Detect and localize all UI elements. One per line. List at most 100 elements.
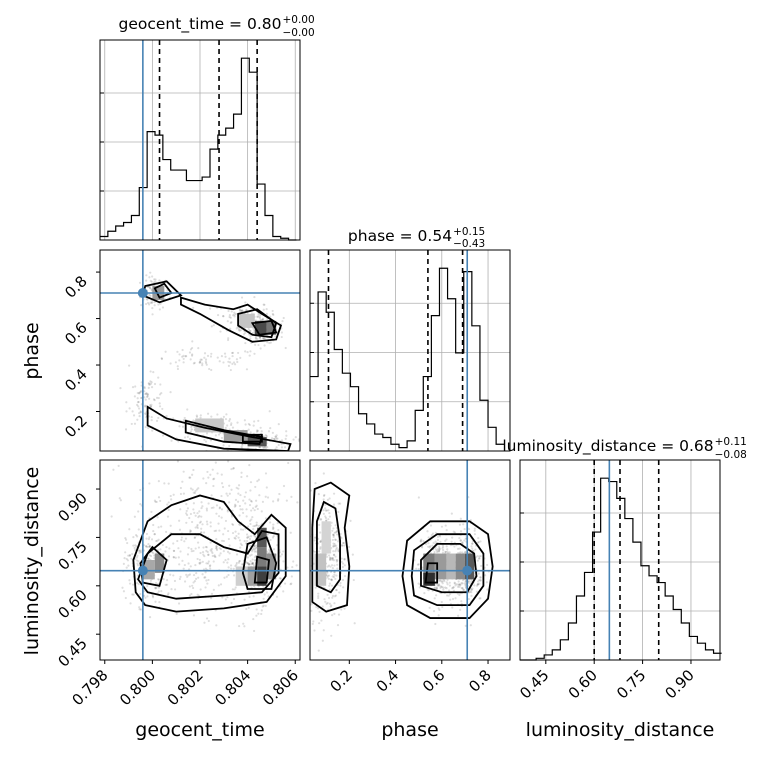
sample-point-geocent-time-luminosity-distance-65 (124, 538, 128, 541)
sample-point-geocent-time-phase-376 (199, 360, 202, 363)
sample-point-geocent-time-phase-764 (280, 446, 284, 449)
sample-point-geocent-time-phase-296 (257, 315, 260, 318)
sample-point-phase-luminosity-distance-64 (336, 559, 339, 562)
sample-point-phase-luminosity-distance-611 (478, 555, 481, 558)
sample-point-phase-luminosity-distance-57 (327, 518, 330, 521)
sample-point-geocent-time-luminosity-distance-69 (148, 545, 151, 548)
sample-point-geocent-time-luminosity-distance-650 (187, 574, 190, 577)
sample-point-phase-luminosity-distance-540 (417, 582, 420, 585)
sample-point-geocent-time-luminosity-distance-319 (255, 608, 258, 611)
sample-point-geocent-time-phase-363 (176, 365, 179, 368)
sample-point-phase-luminosity-distance-681 (470, 588, 473, 591)
sample-point-phase-luminosity-distance-294 (337, 540, 340, 543)
sample-point-geocent-time-phase-731 (262, 435, 265, 438)
sample-point-geocent-time-luminosity-distance-793 (197, 487, 200, 490)
sample-point-geocent-time-luminosity-distance-484 (167, 482, 170, 485)
sample-point-geocent-time-phase-548 (195, 414, 198, 417)
sample-point-geocent-time-phase-754 (269, 427, 272, 430)
sample-point-geocent-time-luminosity-distance-889 (153, 499, 157, 502)
sample-point-geocent-time-phase-551 (228, 419, 231, 422)
sample-point-geocent-time-luminosity-distance-245 (279, 585, 282, 588)
sample-point-phase-luminosity-distance-343 (432, 541, 435, 544)
sample-point-geocent-time-phase-423 (210, 368, 213, 372)
sample-point-phase-luminosity-distance-303 (317, 649, 320, 652)
sample-point-geocent-time-phase-422 (200, 358, 203, 361)
sample-point-phase-luminosity-distance-418 (437, 545, 441, 548)
sample-point-geocent-time-luminosity-distance-464 (239, 542, 242, 545)
sample-point-geocent-time-luminosity-distance-725 (224, 519, 228, 523)
sample-point-geocent-time-phase-459 (137, 400, 140, 404)
sample-point-geocent-time-phase-396 (224, 355, 227, 358)
sample-point-geocent-time-phase-684 (280, 439, 284, 442)
scatter-phase-vs-luminosity-distance-truth (310, 460, 510, 660)
sample-point-geocent-time-luminosity-distance-854 (250, 500, 253, 503)
sample-point-phase-luminosity-distance-585 (457, 580, 460, 583)
sample-point-phase-luminosity-distance-130 (319, 547, 322, 550)
sample-point-geocent-time-luminosity-distance-384 (280, 553, 284, 556)
sample-point-geocent-time-phase-473 (137, 405, 140, 408)
sample-point-geocent-time-luminosity-distance-447 (272, 500, 275, 503)
sample-point-geocent-time-luminosity-distance-683 (210, 547, 213, 551)
sample-point-geocent-time-luminosity-distance-663 (260, 510, 263, 513)
sample-point-phase-luminosity-distance-570 (438, 547, 441, 550)
sample-point-phase-luminosity-distance-610 (473, 584, 476, 587)
sample-point-geocent-time-luminosity-distance-767 (249, 481, 253, 484)
sample-point-geocent-time-luminosity-distance-544 (194, 577, 198, 581)
sample-point-phase-luminosity-distance-484 (428, 546, 431, 549)
sample-point-geocent-time-phase-515 (144, 412, 147, 415)
sample-point-geocent-time-luminosity-distance-85 (139, 592, 142, 596)
sample-point-geocent-time-luminosity-distance-391 (272, 548, 276, 551)
sample-point-phase-luminosity-distance-195 (347, 545, 351, 549)
sample-point-phase-luminosity-distance-264 (324, 600, 327, 603)
sample-point-geocent-time-luminosity-distance-300 (279, 577, 283, 580)
sample-point-geocent-time-phase-721 (264, 452, 266, 454)
sample-point-geocent-time-phase-538 (301, 420, 303, 422)
sample-point-geocent-time-phase-309 (268, 341, 271, 345)
sample-point-geocent-time-luminosity-distance-868 (254, 505, 257, 509)
sample-point-geocent-time-phase-419 (160, 357, 163, 360)
title-luminosity-distance-plus: +0.11 (715, 436, 747, 448)
sample-point-geocent-time-phase-188 (232, 314, 235, 317)
sample-point-geocent-time-luminosity-distance-500 (183, 540, 186, 543)
sample-point-phase-luminosity-distance-338 (450, 512, 453, 515)
sample-point-geocent-time-phase-233 (244, 301, 247, 304)
sample-point-phase-luminosity-distance-24 (337, 548, 340, 551)
sample-point-phase-luminosity-distance-574 (415, 567, 418, 570)
sample-point-phase-luminosity-distance-80 (330, 634, 333, 637)
sample-point-geocent-time-luminosity-distance-679 (178, 577, 181, 581)
sample-point-geocent-time-phase-512 (152, 398, 156, 401)
sample-point-geocent-time-luminosity-distance-588 (208, 565, 211, 568)
sample-point-phase-luminosity-distance-774 (458, 593, 461, 597)
sample-point-geocent-time-luminosity-distance-829 (215, 504, 219, 507)
title-geocent-time: geocent_time = 0.80 (119, 15, 282, 34)
sample-point-phase-luminosity-distance-632 (473, 527, 476, 530)
sample-point-geocent-time-phase-587 (199, 414, 202, 417)
sample-point-geocent-time-luminosity-distance-135 (157, 582, 160, 585)
sample-point-geocent-time-luminosity-distance-634 (198, 521, 202, 524)
sample-point-geocent-time-phase-524 (188, 437, 192, 441)
sample-point-geocent-time-luminosity-distance-125 (145, 544, 148, 548)
sample-point-phase-luminosity-distance-598 (467, 528, 471, 531)
sample-point-geocent-time-luminosity-distance-368 (245, 607, 248, 611)
sample-point-phase-luminosity-distance-15 (324, 516, 328, 520)
geocent-time-x-axis-label: geocent_time (135, 719, 264, 741)
sample-point-geocent-time-phase-535 (183, 416, 186, 420)
sample-point-geocent-time-luminosity-distance-585 (215, 537, 218, 541)
sample-point-geocent-time-phase-65 (154, 278, 157, 281)
sample-point-phase-luminosity-distance-613 (479, 554, 482, 558)
sample-point-phase-luminosity-distance-183 (327, 564, 331, 567)
sample-point-geocent-time-luminosity-distance-785 (256, 480, 259, 483)
sample-point-geocent-time-luminosity-distance-505 (254, 485, 257, 489)
sample-point-phase-luminosity-distance-319 (427, 589, 430, 592)
sample-point-geocent-time-phase-477 (146, 393, 150, 396)
sample-point-phase-luminosity-distance-711 (468, 580, 471, 583)
sample-point-phase-luminosity-distance-6 (330, 584, 334, 587)
density-cell-geocent-time-luminosity-distance-4 (257, 566, 267, 586)
sample-point-geocent-time-luminosity-distance-834 (201, 505, 204, 508)
sample-point-phase-luminosity-distance-83 (311, 622, 314, 626)
sample-point-geocent-time-phase-445 (137, 407, 141, 410)
sample-point-geocent-time-luminosity-distance-336 (247, 562, 250, 565)
sample-point-geocent-time-phase-759 (292, 438, 295, 441)
sample-point-geocent-time-phase-502 (133, 422, 137, 425)
sample-point-phase-luminosity-distance-657 (444, 524, 447, 527)
